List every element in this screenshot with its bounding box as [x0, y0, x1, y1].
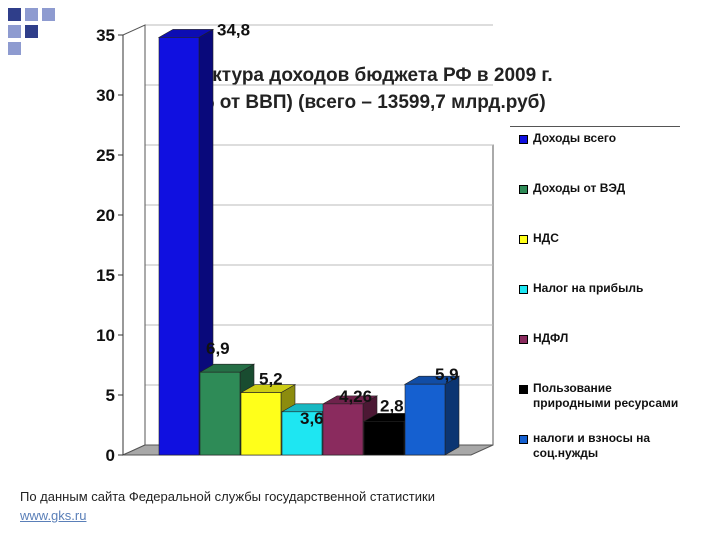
chart-title-line1: Структура доходов бюджета РФ в 2009 г.: [167, 65, 553, 86]
y-tick-label: 35: [96, 26, 115, 45]
legend: Доходы всего Доходы от ВЭД НДС Налог на при…: [515, 127, 690, 467]
data-label: 34,8: [217, 20, 250, 39]
legend-label: НДФЛ: [533, 331, 569, 345]
legend-label: НДС: [533, 231, 559, 245]
data-label: 4,26: [339, 387, 372, 406]
bar: [322, 403, 364, 456]
legend-item: Пользование природными ресурсами: [519, 381, 683, 411]
deco-square: [8, 8, 21, 21]
legend-swatch: [519, 435, 528, 444]
legend-item: Налог на прибыль: [519, 281, 683, 296]
bar: [199, 371, 241, 456]
bar: [158, 37, 200, 456]
legend-label: Налог на прибыль: [533, 281, 644, 295]
deco-square: [25, 8, 38, 21]
deco-square: [8, 25, 21, 38]
y-tick-label: 5: [106, 386, 115, 405]
y-tick-label: 25: [96, 146, 115, 165]
legend-border: [510, 126, 680, 127]
data-label: 5,9: [435, 365, 459, 384]
legend-label: Доходы всего: [533, 131, 617, 145]
data-label: 2,8: [380, 396, 404, 415]
deco-square: [42, 8, 55, 21]
bar: [363, 421, 405, 456]
source-link[interactable]: www.gks.ru: [20, 508, 87, 523]
data-label: 6,9: [206, 339, 230, 358]
data-label: 3,6: [300, 409, 324, 428]
legend-item: НДС: [519, 231, 683, 246]
y-tick-label: 30: [96, 86, 115, 105]
legend-item: Доходы всего: [519, 131, 683, 146]
bar-side: [444, 375, 460, 456]
legend-swatch: [519, 285, 528, 294]
y-tick-label: 0: [106, 446, 115, 465]
legend-item: НДФЛ: [519, 331, 683, 346]
deco-square: [8, 42, 21, 55]
source-note: По данным сайта Федеральной службы госуд…: [20, 489, 435, 504]
bar: [240, 392, 282, 456]
legend-swatch: [519, 335, 528, 344]
legend-item: Доходы от ВЭД: [519, 181, 683, 196]
y-tick-label: 15: [96, 266, 115, 285]
legend-label: Доходы от ВЭД: [533, 181, 626, 195]
legend-swatch: [519, 235, 528, 244]
bar: [404, 383, 446, 456]
y-tick-label: 20: [96, 206, 115, 225]
plot-side-wall: [122, 24, 146, 456]
deco-square: [25, 25, 38, 38]
legend-item: налоги и взносы на соц.нужды: [519, 431, 683, 461]
y-tick-label: 10: [96, 326, 115, 345]
chart-title-line2: (в % от ВВП) (всего – 13599,7 млрд.руб): [174, 92, 546, 113]
legend-swatch: [519, 385, 528, 394]
legend-label: Пользование природными ресурсами: [533, 381, 679, 410]
legend-swatch: [519, 185, 528, 194]
legend-swatch: [519, 135, 528, 144]
data-label: 5,2: [259, 370, 283, 389]
chart-title: Структура доходов бюджета РФ в 2009 г. (…: [60, 62, 660, 116]
bar: [281, 411, 323, 456]
legend-label: налоги и взносы на соц.нужды: [533, 431, 651, 460]
